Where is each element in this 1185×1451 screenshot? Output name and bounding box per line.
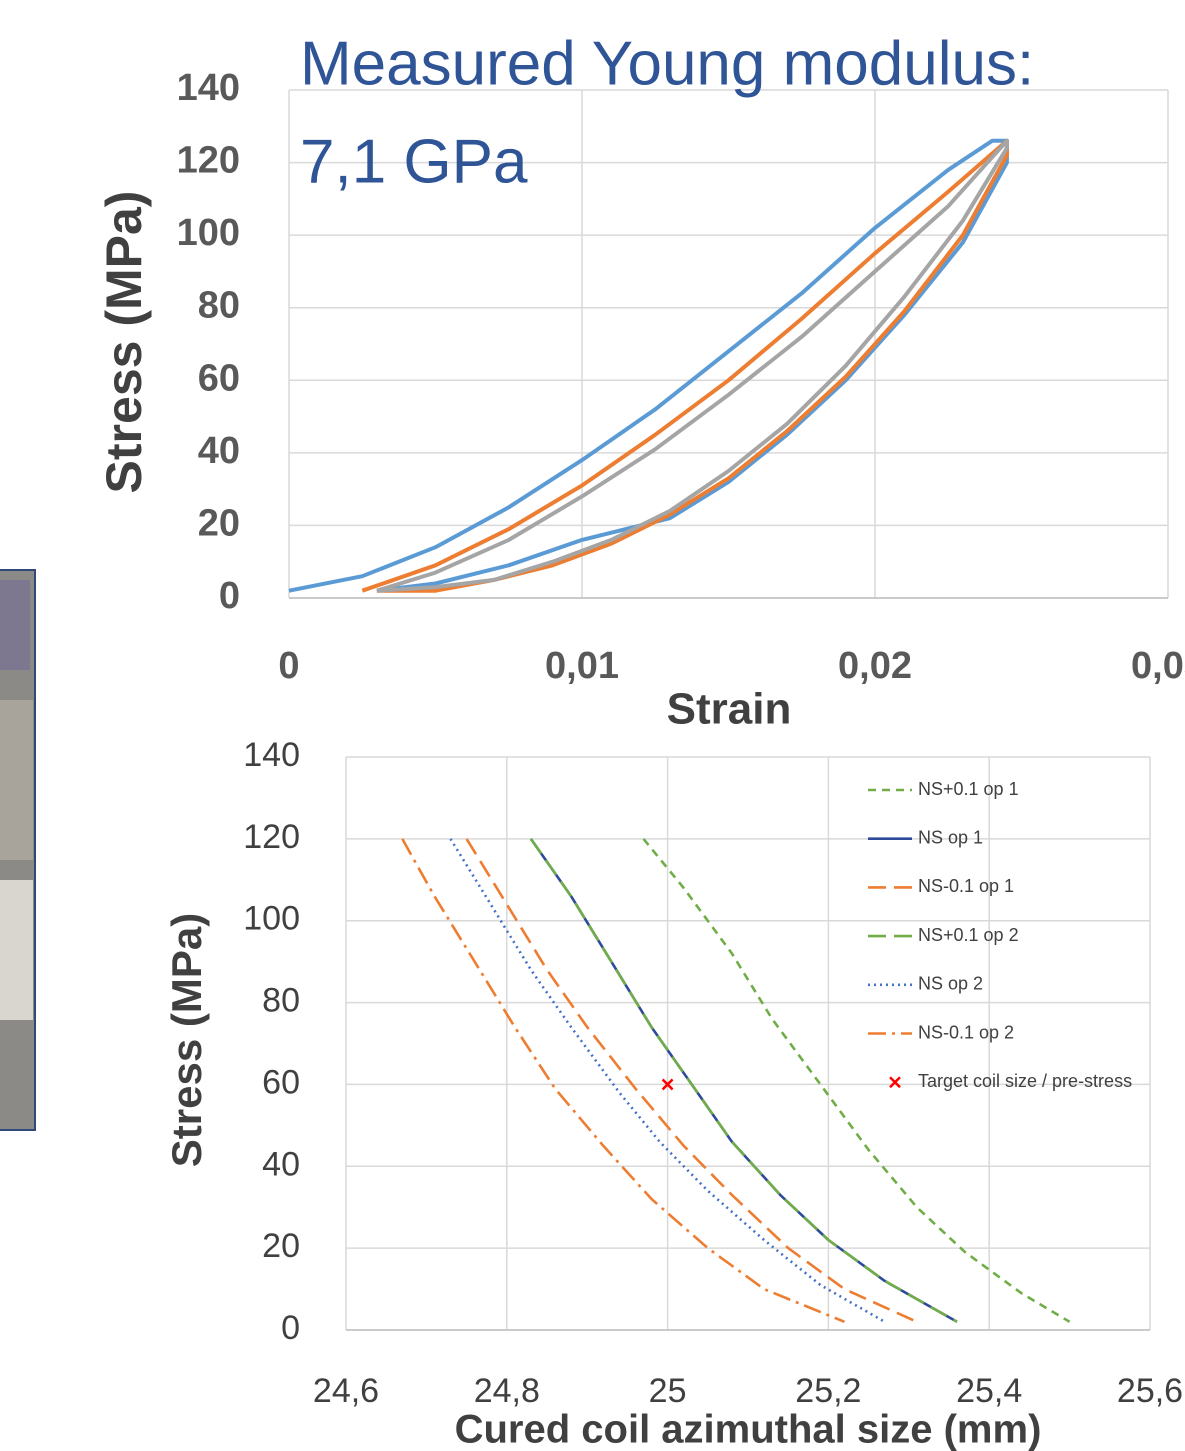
series-line [401,838,845,1324]
y-tick-label: 0 [219,575,240,617]
x-axis-label: Cured coil azimuthal size (mm) [455,1408,1042,1451]
photo-fragment [0,569,36,1131]
x-tick-label: 0 [278,645,299,687]
x-tick-label: 25,6 [1117,1372,1183,1410]
legend-label: NS op 1 [918,827,983,847]
x-tick-label: 25,4 [956,1372,1022,1410]
legend-label: Target coil size / pre-stress [918,1071,1132,1091]
photo-detail [0,580,30,670]
y-tick-label: 100 [177,212,240,254]
y-tick-label: 40 [198,430,240,472]
y-tick-label: 20 [262,1227,300,1265]
x-tick-label: 24,6 [313,1372,379,1410]
y-tick-label: 60 [262,1063,300,1101]
y-tick-label: 60 [198,357,240,399]
legend-label: NS+0.1 op 2 [918,925,1019,945]
x-tick-label: 25,2 [795,1372,861,1410]
x-tick-label: 0,03 [1131,645,1185,687]
legend-marker [889,1076,901,1089]
y-tick-label: 140 [177,67,240,109]
x-tick-label: 0,01 [545,645,619,687]
chart: 0 20 40 60 80 100 120 140 24,6 24,8 25 25,2 25,4 25,6… [163,736,1183,1451]
y-tick-label: 120 [177,140,240,182]
x-tick-label: 0,02 [838,645,912,687]
series-line [642,838,1071,1323]
chart-title: Measured Young modulus: [300,29,1034,98]
legend-label: NS+0.1 op 1 [918,779,1019,799]
series-line [376,138,1009,593]
y-tick-label: 20 [198,502,240,544]
legend-label: NS-0.1 op 2 [918,1022,1014,1042]
y-tick-label: 80 [198,285,240,327]
legend-label: NS op 2 [918,974,983,994]
photo-detail [0,700,33,860]
y-tick-label: 100 [243,900,300,938]
series-line [361,138,1009,593]
series-line [449,838,886,1323]
legend: NS+0.1 op 1 NS op 1 NS-0.1 op 1 NS+0.1 op 2… [868,779,1132,1091]
series-line [465,838,918,1323]
marker [661,1078,674,1091]
x-tick-label: 25 [649,1372,687,1410]
photo-detail [0,880,33,1020]
x-axis-label: Strain [667,685,792,734]
y-tick-label: 120 [243,818,300,856]
y-tick-label: 0 [281,1309,300,1347]
chart: 0 20 40 60 80 100 120 140 0 0,01 0,02 0,03 Strain Str… [96,29,1185,733]
legend-label: NS-0.1 op 1 [918,876,1014,896]
x-tick-label: 24,8 [474,1372,540,1410]
y-tick-label: 40 [262,1145,300,1183]
chart-title: 7,1 GPa [300,127,528,196]
y-axis-label: Stress (MPa) [163,913,210,1167]
y-tick-label: 140 [243,736,300,774]
y-tick-label: 80 [262,982,300,1020]
y-axis-label: Stress (MPa) [96,191,152,494]
series-line [529,838,958,1323]
